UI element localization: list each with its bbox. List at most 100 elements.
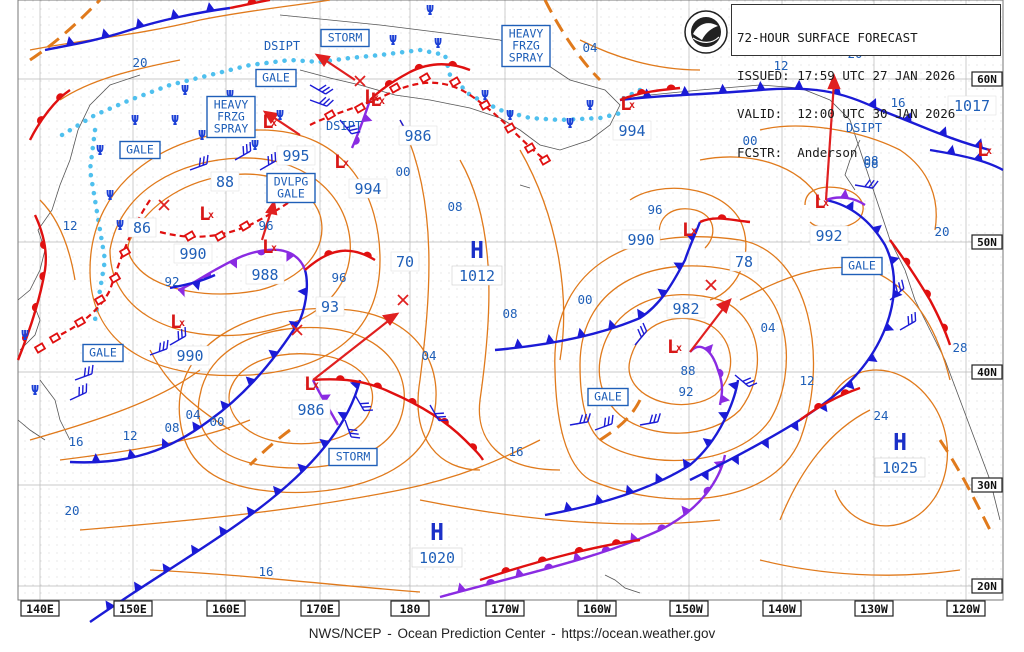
barb-flag bbox=[326, 99, 334, 107]
cold-front-triangle bbox=[337, 411, 348, 421]
freezing-spray-symbol: Ψ bbox=[276, 109, 284, 124]
barb-flag bbox=[603, 417, 607, 427]
cold-front-triangle bbox=[161, 438, 171, 449]
freezing-spray-symbol: Ψ bbox=[586, 99, 594, 114]
warm-front-semicircle bbox=[334, 419, 339, 425]
low-x: x bbox=[343, 158, 349, 169]
low-center: Lx bbox=[667, 336, 682, 358]
barb-staff bbox=[169, 335, 186, 346]
cold-front-triangle bbox=[191, 544, 200, 555]
cold-front-triangle bbox=[673, 262, 684, 271]
barb-flag bbox=[318, 96, 327, 104]
latitude-label: 30N bbox=[977, 479, 997, 492]
pressure-value-box bbox=[315, 296, 345, 317]
barb-flag bbox=[162, 341, 165, 351]
high-pressure-center: 1017 bbox=[947, 95, 997, 116]
cold-front-triangle bbox=[655, 473, 664, 484]
warm-front-line bbox=[479, 538, 641, 582]
low-x: x bbox=[373, 93, 379, 104]
low-pressure-value: 994 bbox=[348, 178, 388, 199]
pressure-value: 70 bbox=[396, 253, 414, 271]
cold-front-triangle bbox=[272, 485, 283, 496]
header-title: 72-HOUR SURFACE FORECAST bbox=[737, 29, 918, 45]
low-pressure-value: 982 bbox=[666, 298, 706, 319]
cold-front bbox=[929, 144, 1004, 172]
wind-barb bbox=[74, 364, 94, 381]
pressure-value-box bbox=[170, 345, 210, 366]
header-forecaster: FCSTR: Anderson bbox=[737, 144, 858, 160]
isobar-value: 08 bbox=[863, 153, 878, 168]
cold-front-triangle bbox=[703, 344, 714, 354]
pressure-value: 986 bbox=[404, 127, 431, 145]
isobar-value: 96 bbox=[647, 202, 662, 217]
warning-box: GALE bbox=[82, 343, 124, 363]
low-pressure-value: 88 bbox=[210, 171, 240, 192]
barb-flag bbox=[363, 409, 373, 412]
barb-flag bbox=[434, 412, 444, 415]
high-letter: H bbox=[430, 520, 444, 546]
cold-front-triangle bbox=[245, 376, 256, 386]
warm-front-semicircle bbox=[611, 539, 621, 545]
barb-staff bbox=[594, 423, 613, 431]
warm-front-semicircle bbox=[384, 79, 394, 87]
barb-flag bbox=[158, 342, 162, 352]
isobar-value: 08 bbox=[502, 306, 517, 321]
longitude-label: 120W bbox=[952, 602, 980, 616]
pressure-value: 982 bbox=[672, 300, 699, 318]
latitude-label: 40N bbox=[977, 366, 997, 379]
warning-box-border bbox=[841, 256, 883, 276]
barb-flag bbox=[359, 402, 369, 405]
barb-flag bbox=[864, 179, 871, 188]
developing-front-box bbox=[183, 230, 197, 242]
cold-front-triangle bbox=[685, 233, 696, 242]
forecast-header: 72-HOUR SURFACE FORECAST ISSUED: 17:59 U… bbox=[731, 4, 1001, 159]
barb-flag bbox=[180, 329, 183, 339]
warm-front-semicircle bbox=[637, 89, 646, 95]
barb-flag bbox=[348, 127, 358, 132]
developing-front-box bbox=[108, 272, 122, 284]
warning-text: STORM bbox=[328, 31, 363, 45]
barb-flag bbox=[198, 157, 202, 167]
developing-front-box bbox=[538, 154, 552, 166]
low-pressure-value: 995 bbox=[276, 145, 316, 166]
pressure-value: 93 bbox=[321, 298, 339, 316]
developing-front-box bbox=[478, 99, 492, 111]
low-letter: L bbox=[334, 151, 345, 173]
footer-center: Ocean Prediction Center bbox=[397, 626, 546, 641]
warning-box-border bbox=[82, 343, 124, 363]
cold-front-line bbox=[44, 6, 231, 52]
cold-front-triangle bbox=[625, 484, 635, 495]
pressure-value: 1012 bbox=[459, 267, 495, 285]
cold-front bbox=[44, 2, 231, 52]
barb-flag bbox=[81, 385, 84, 395]
footer-url[interactable]: https://ocean.weather.gov bbox=[561, 626, 716, 641]
cold-front bbox=[69, 269, 309, 464]
freezing-spray-symbol: Ψ bbox=[106, 189, 114, 204]
warning-text: GALE bbox=[848, 259, 876, 273]
warm-front-semicircle bbox=[486, 579, 496, 585]
latitude-labels: 60N 50N 40N 30N 20N bbox=[971, 71, 1003, 594]
pressure-value-box bbox=[245, 264, 285, 285]
wind-barb bbox=[234, 142, 252, 161]
cold-front-triangle bbox=[457, 582, 467, 593]
barb-flag bbox=[274, 152, 277, 162]
barb-flag bbox=[177, 331, 180, 341]
barb-flag bbox=[184, 327, 187, 337]
warm-front-semicircle bbox=[36, 116, 44, 125]
cold-front-triangle bbox=[101, 28, 111, 39]
low-center: Lx bbox=[814, 191, 829, 213]
barb-staff bbox=[429, 404, 440, 421]
isobar-value: 04 bbox=[421, 348, 436, 363]
cold-front-triangle bbox=[702, 438, 713, 448]
pressure-value-box bbox=[451, 265, 503, 286]
barb-staff bbox=[309, 84, 326, 95]
pressure-value-box bbox=[390, 251, 420, 272]
cold-front-triangle bbox=[760, 438, 769, 449]
isobar-value: 96 bbox=[258, 218, 273, 233]
warning-box-border bbox=[587, 387, 629, 407]
warm-front-semicircle bbox=[840, 389, 850, 396]
occluded-front bbox=[350, 99, 373, 149]
longitude-label-box bbox=[946, 600, 986, 617]
cold-front-triangle bbox=[191, 280, 201, 291]
pressure-value: 1025 bbox=[882, 459, 918, 477]
